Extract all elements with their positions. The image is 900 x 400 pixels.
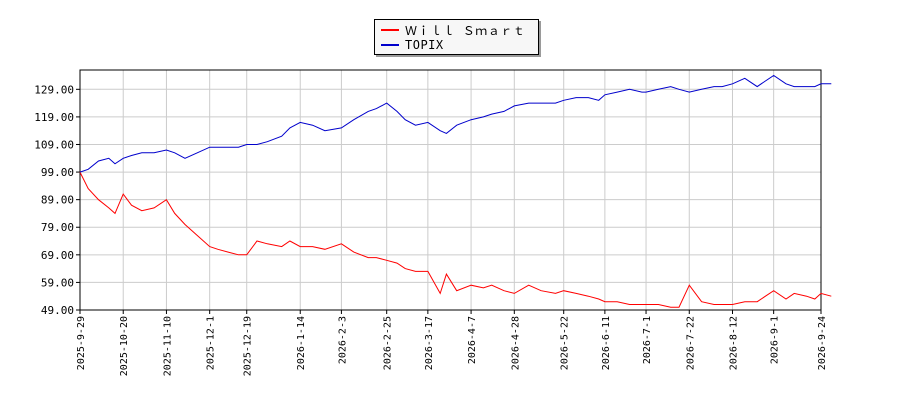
x-tick-label: 2025-12-1 (206, 316, 217, 370)
y-tick-label: 59.00 (41, 276, 74, 289)
plot-frame (79, 69, 822, 311)
legend-label-will-smart: Ｗｉｌｌ Ｓｍａｒｔ (405, 23, 526, 38)
x-tick-label: 2026-5-22 (560, 316, 571, 370)
grid-lines (79, 70, 822, 311)
x-tick-label: 2026-8-12 (728, 316, 739, 370)
y-tick-label: 69.00 (41, 249, 74, 262)
x-tick-label: 2026-3-17 (424, 316, 435, 370)
x-tick-label: 2026-4-28 (510, 316, 521, 370)
x-tick-label: 2026-9-1 (770, 316, 781, 364)
legend-swatch-will-smart (381, 29, 399, 31)
legend-label-topix: TOPIX (405, 38, 444, 52)
x-tick-label: 2025-10-20 (119, 316, 130, 376)
y-tick-label: 129.00 (34, 83, 74, 96)
legend-item-will-smart: Ｗｉｌｌ Ｓｍａｒｔ (381, 23, 526, 38)
series-line-will-smart (79, 171, 832, 308)
y-tick-label: 89.00 (41, 194, 74, 207)
x-tick-label: 2026-2-3 (337, 316, 348, 364)
x-tick-label: 2026-2-25 (383, 316, 394, 370)
x-tick-label: 2025-11-10 (162, 316, 173, 376)
legend-item-topix: TOPIX (381, 38, 444, 52)
x-tick-label: 2026-1-14 (296, 316, 307, 370)
x-tick-label: 2026-6-11 (601, 316, 612, 370)
x-tick-label: 2026-4-7 (467, 316, 478, 364)
y-tick-label: 119.00 (34, 111, 74, 124)
legend-swatch-topix (381, 44, 399, 46)
y-tick-label: 49.00 (41, 304, 74, 317)
y-tick-label: 99.00 (41, 166, 74, 179)
x-tick-label: 2026-7-1 (642, 316, 653, 364)
x-tick-label: 2025-12-19 (243, 316, 254, 376)
legend: Ｗｉｌｌ Ｓｍａｒｔ TOPIX (374, 19, 539, 55)
series-line-topix (79, 74, 832, 173)
x-tick-label: 2026-9-24 (817, 316, 828, 370)
y-tick-label: 109.00 (34, 138, 74, 151)
series-lines (79, 74, 832, 308)
y-tick-label: 79.00 (41, 221, 74, 234)
x-axis: 2025-9-29 2025-10-20 2025-11-10 2025-12-1 20… (76, 310, 828, 376)
y-axis: 49.00 59.00 69.00 79.00 89.00 99.00 109.00 119.… (34, 83, 80, 317)
x-tick-label: 2025-9-29 (76, 316, 87, 370)
x-tick-label: 2026-7-22 (685, 316, 696, 370)
